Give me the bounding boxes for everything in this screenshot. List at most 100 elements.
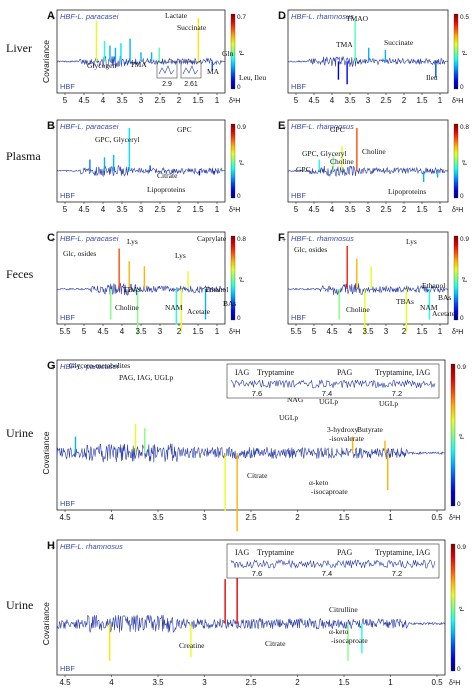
peak-annotation: Ethanol [205,285,228,294]
x-tick-label: 4.5 [308,205,320,214]
row-label: Liver [6,41,32,55]
inset-trace [158,65,175,75]
x-tick-label: 4 [330,205,335,214]
x-tick-label: 4 [109,678,114,687]
peak-annotation: Ileu [426,73,438,82]
x-tick-label: 4 [120,327,125,336]
y-axis-label: Covariance [41,602,51,645]
x-tick-label: 1 [388,513,393,522]
legend-top: HBF-L. paracasei [60,12,119,21]
x-tick-label: 1 [215,205,220,214]
x-tick-label: 3.5 [344,205,356,214]
peak-annotation: Choline [362,147,386,156]
panel-f: F+ HBF-L. rhamnosus HBF 5.5 5 4.5 4 3.5 3 2 1.5 1 δ¹… [278,231,469,336]
peak-annotation: MA [207,67,220,76]
peak-annotation: TMAO [346,14,369,23]
plot-frame [56,231,226,325]
spectrum-trace [56,282,226,296]
inset-tick-label: 7.6 [252,569,262,578]
inset-tick-label: 7.6 [252,389,262,398]
x-tick-label: 1 [215,327,220,336]
peak-annotation: Succinate [384,38,414,47]
x-tick-label: 3 [384,327,389,336]
x-tick-label: 3 [139,205,144,214]
x-tick-label: 1.5 [338,678,350,687]
inset-label: IAG [235,548,249,557]
spectrum-trace [56,614,445,633]
x-tick-label: 2.5 [380,205,392,214]
spectrum-trace [287,283,449,296]
x-tick-label: 2.5 [380,96,392,105]
x-tick-label: 0.5 [431,513,443,522]
x-tick-label: 5 [82,327,87,336]
x-tick-label: 2 [295,513,300,522]
colorbar [230,235,236,321]
x-axis-unit: δ¹H [452,207,463,214]
x-tick-label: 1.5 [192,96,204,105]
inset-tick-label: 7.4 [322,569,332,578]
x-axis-unit: δ¹H [229,98,240,105]
panel-letter: B [47,120,55,132]
peak-annotation: UGLp [279,413,298,422]
peak-annotation-line2: -isocaproate [331,636,368,645]
x-axis-unit: δ¹H [449,515,460,522]
y-plus-sign: + [282,15,286,22]
peak-annotation: TMA [336,40,353,49]
inset-trace [182,65,199,75]
colorbar-tick-max: 0.8 [460,124,469,131]
peak-annotation-line2: -isovalerate [329,434,365,443]
peak-annotation: Choline [330,157,354,166]
legend-bottom: HBF [60,499,75,508]
inset-tick-label: 2.9 [162,81,172,88]
x-tick-label: 3 [366,205,371,214]
x-tick-label: 1 [215,96,220,105]
colorbar-label: r² [460,50,469,55]
y-axis-label: Covariance [41,431,51,474]
x-tick-label: 2.5 [245,678,257,687]
peak-annotation: BAs [223,299,236,308]
x-tick-label: 3.5 [135,327,147,336]
x-tick-label: 4.5 [78,96,90,105]
inset-tick-label: 7.2 [392,569,402,578]
peak-annotation-line2: -isocaproate [311,487,348,496]
x-tick-label: 2 [177,205,182,214]
colorbar [230,123,236,199]
peak-annotation: BAs [438,293,451,302]
peak-annotation: Leu, Ileu [239,73,266,82]
colorbar [453,13,459,90]
x-tick-label: 1 [388,678,393,687]
panel-d: D+ HBF-L. rhamnosus HBF 5 4.5 4 3.5 3 2.5 2 1.5 1 δ¹… [278,9,469,105]
legend-bottom: HBF [291,191,306,200]
x-tick-label: 2.5 [245,513,257,522]
x-tick-label: 3 [139,96,144,105]
x-tick-label: 2 [402,96,407,105]
colorbar-label: r² [237,160,246,165]
y-plus-sign: + [51,125,55,132]
x-tick-label: 4 [101,96,106,105]
x-tick-label: 3 [202,513,207,522]
x-tick-label: 5 [63,96,68,105]
peak-annotation: GPC, Glyceryl [95,135,140,144]
peak-annotation: Gln [222,49,234,58]
colorbar-label: r² [457,606,466,611]
inset-label: Tryptamine, IAG [375,548,430,557]
peak-annotation: Succinate [177,23,207,32]
x-tick-label: 3.5 [152,678,164,687]
panel-e: E+ HBF-L. rhamnosus HBF 5 4.5 4 3.5 3 2.5 2 1.5 1 δ¹… [278,119,469,214]
x-tick-label: 5 [312,327,317,336]
legend-bottom: HBF [60,313,75,322]
legend-top: HBF-L. rhamnosus [60,542,123,551]
spectrum-trace [287,55,449,68]
plot-frame [287,119,449,203]
legend-top: HBF-L. paracasei [60,234,119,243]
row-label: Plasma [6,149,41,163]
x-tick-label: 4.5 [326,327,338,336]
inset-label: PAG [337,548,352,557]
peak-annotation: Lys [175,251,186,260]
peak-annotation: Lipoproteins [147,185,185,194]
x-tick-label: 1 [438,205,443,214]
x-tick-label: 2 [402,205,407,214]
peak-annotation: Caprylate [197,234,227,243]
peak-annotation: Acetate [187,307,211,316]
